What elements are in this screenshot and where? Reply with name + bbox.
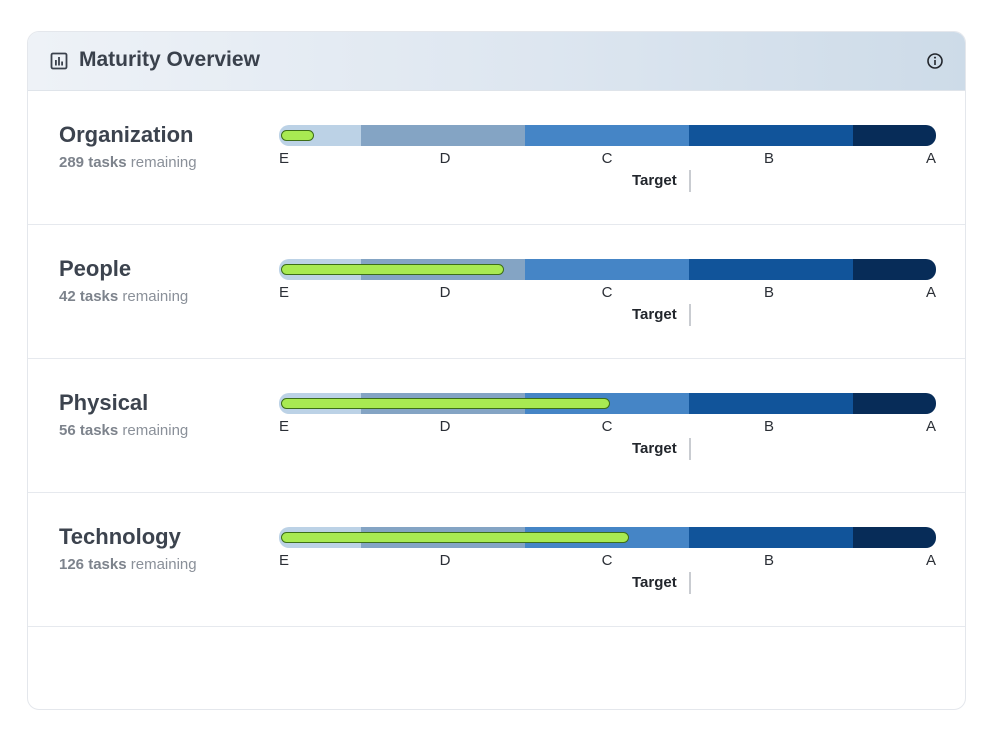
category-name: People: [59, 256, 132, 281]
bar-chart-icon: [50, 52, 68, 70]
scale-segment-b: [689, 393, 853, 414]
target-marker: [689, 572, 691, 594]
level-label-d: D: [439, 418, 451, 435]
target-marker: [689, 170, 691, 192]
level-label-d: D: [439, 150, 451, 167]
tasks-remaining: 289 tasks remaining: [59, 154, 197, 171]
level-label-d: D: [439, 552, 451, 569]
maturity-row-physical: Physical 56 tasks remaining E D C B A Target: [28, 359, 965, 493]
progress-fill: [281, 264, 504, 275]
progress-fill: [281, 398, 610, 409]
task-count: 289 tasks: [59, 154, 127, 171]
level-label-a: A: [925, 150, 937, 167]
level-label-b: B: [763, 284, 775, 301]
level-label-c: C: [601, 284, 613, 301]
scale-segment-b: [689, 125, 853, 146]
level-label-b: B: [763, 418, 775, 435]
level-label-a: A: [925, 418, 937, 435]
scale-segment-a: [853, 125, 936, 146]
level-label-e: E: [278, 552, 290, 569]
target-label: Target: [632, 440, 677, 457]
task-suffix: remaining: [122, 288, 189, 305]
level-label-e: E: [278, 284, 290, 301]
scale-segment-a: [853, 527, 936, 548]
scale-segment-d: [361, 125, 525, 146]
scale-segment-a: [853, 393, 936, 414]
scale-segment-c: [525, 259, 689, 280]
level-label-a: A: [925, 552, 937, 569]
progress-fill: [281, 130, 314, 141]
level-label-a: A: [925, 284, 937, 301]
level-label-e: E: [278, 418, 290, 435]
task-count: 126 tasks: [59, 556, 127, 573]
level-label-c: C: [601, 150, 613, 167]
level-label-d: D: [439, 284, 451, 301]
maturity-scale-track: [279, 125, 936, 146]
card-header: Maturity Overview: [28, 32, 965, 91]
level-label-b: B: [763, 552, 775, 569]
tasks-remaining: 56 tasks remaining: [59, 422, 188, 439]
level-label-c: C: [601, 418, 613, 435]
target-marker: [689, 304, 691, 326]
category-name: Organization: [59, 122, 194, 147]
tasks-remaining: 126 tasks remaining: [59, 556, 197, 573]
scale-segment-b: [689, 527, 853, 548]
target-marker: [689, 438, 691, 460]
task-suffix: remaining: [122, 422, 189, 439]
maturity-row-organization: Organization 289 tasks remaining E D C B A Targ…: [28, 91, 965, 225]
progress-fill: [281, 532, 629, 543]
task-count: 42 tasks: [59, 288, 119, 305]
scale-segment-c: [525, 125, 689, 146]
task-count: 56 tasks: [59, 422, 119, 439]
scale-segment-b: [689, 259, 853, 280]
tasks-remaining: 42 tasks remaining: [59, 288, 188, 305]
page-title: Maturity Overview: [79, 48, 260, 71]
level-label-c: C: [601, 552, 613, 569]
target-label: Target: [632, 172, 677, 189]
category-name: Physical: [59, 390, 149, 415]
scale-segment-a: [853, 259, 936, 280]
maturity-overview-card: Maturity Overview Organization 289 tasks …: [27, 31, 966, 710]
target-label: Target: [632, 574, 677, 591]
level-label-b: B: [763, 150, 775, 167]
task-suffix: remaining: [130, 556, 197, 573]
task-suffix: remaining: [130, 154, 197, 171]
maturity-row-people: People 42 tasks remaining E D C B A Target: [28, 225, 965, 359]
category-name: Technology: [59, 524, 181, 549]
level-label-e: E: [278, 150, 290, 167]
info-icon[interactable]: [925, 51, 945, 71]
maturity-row-technology: Technology 126 tasks remaining E D C B A Target: [28, 493, 965, 627]
target-label: Target: [632, 306, 677, 323]
